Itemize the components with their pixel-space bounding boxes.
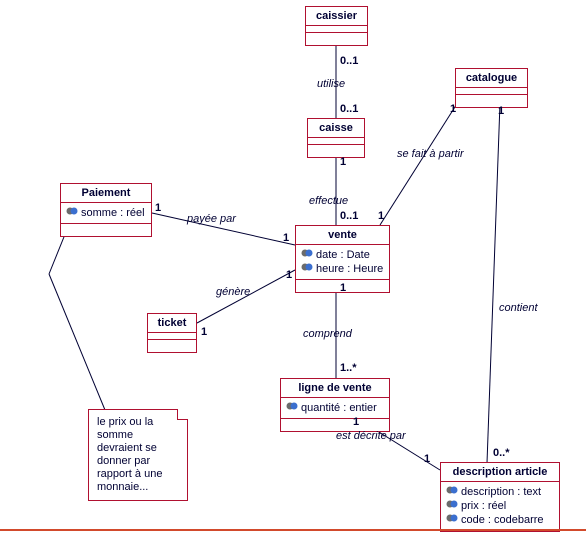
- label-effectue: effectue: [309, 195, 348, 207]
- mult-est-decrite-b: 1: [424, 453, 430, 465]
- class-ticket: ticket: [147, 313, 197, 353]
- label-payee-par: payée par: [187, 213, 236, 225]
- mult-utilise-a: 0..1: [340, 55, 358, 67]
- note-fold-icon: [177, 409, 188, 420]
- attr-somme-text: somme : réel: [81, 206, 145, 220]
- class-catalogue: catalogue: [455, 68, 528, 108]
- attr-icon: [301, 262, 313, 276]
- label-se-fait: se fait à partir: [397, 148, 464, 160]
- label-comprend: comprend: [303, 328, 352, 340]
- class-caissier-attrs: [306, 33, 367, 45]
- mult-comprend-b: 1..*: [340, 362, 357, 374]
- class-description-article-attrs: description : text prix : réel code : co…: [441, 482, 559, 531]
- mult-payee-b: 1: [283, 232, 289, 244]
- class-paiement-name: Paiement: [61, 184, 151, 203]
- attr-somme: somme : réel: [66, 206, 146, 220]
- attr-icon: [446, 499, 458, 513]
- class-caissier-middle: [306, 26, 367, 33]
- attr-code-text: code : codebarre: [461, 513, 544, 527]
- class-description-article: description article description : text p…: [440, 462, 560, 532]
- attr-icon: [301, 248, 313, 262]
- note-text: le prix ou la somme devraient se donner …: [97, 416, 162, 493]
- attr-heure-text: heure : Heure: [316, 262, 383, 276]
- mult-genere-a: 1: [201, 326, 207, 338]
- class-ligne-de-vente: ligne de vente quantité : entier: [280, 378, 390, 432]
- class-vente-name: vente: [296, 226, 389, 245]
- attr-code: code : codebarre: [446, 513, 554, 527]
- class-caisse-attrs: [308, 145, 364, 157]
- class-ligne-de-vente-name: ligne de vente: [281, 379, 389, 398]
- class-catalogue-middle: [456, 88, 527, 95]
- attr-description: description : text: [446, 485, 554, 499]
- class-caisse-middle: [308, 138, 364, 145]
- class-ticket-name: ticket: [148, 314, 196, 333]
- attr-prix-text: prix : réel: [461, 499, 506, 513]
- mult-contient-b: 0..*: [493, 447, 510, 459]
- attr-quantite: quantité : entier: [286, 401, 384, 415]
- note-box: le prix ou la somme devraient se donner …: [88, 409, 188, 501]
- class-caisse: caisse: [307, 118, 365, 158]
- mult-contient-a: 1: [498, 105, 504, 117]
- mult-utilise-b: 0..1: [340, 103, 358, 115]
- class-description-article-name: description article: [441, 463, 559, 482]
- class-catalogue-name: catalogue: [456, 69, 527, 88]
- attr-date-text: date : Date: [316, 248, 370, 262]
- attr-icon: [286, 401, 298, 415]
- class-vente-attrs: date : Date heure : Heure: [296, 245, 389, 280]
- attr-icon: [446, 485, 458, 499]
- attr-date: date : Date: [301, 248, 384, 262]
- class-ticket-middle: [148, 333, 196, 340]
- class-paiement-attrs: somme : réel: [61, 203, 151, 224]
- mult-se-fait-b: 1: [378, 210, 384, 222]
- class-paiement-ops: [61, 224, 151, 236]
- bottom-rule: [0, 529, 586, 531]
- class-caisse-name: caisse: [308, 119, 364, 138]
- class-ligne-de-vente-attrs: quantité : entier: [281, 398, 389, 419]
- attr-icon: [446, 513, 458, 527]
- class-caissier: caissier: [305, 6, 368, 46]
- mult-comprend-a: 1: [340, 282, 346, 294]
- class-caissier-name: caissier: [306, 7, 367, 26]
- mult-genere-b: 1: [286, 269, 292, 281]
- label-contient: contient: [499, 302, 538, 314]
- mult-effectue-b: 0..1: [340, 210, 358, 222]
- attr-icon: [66, 206, 78, 220]
- mult-payee-a: 1: [155, 202, 161, 214]
- class-catalogue-attrs: [456, 95, 527, 107]
- mult-effectue-a: 1: [340, 156, 346, 168]
- label-utilise: utilise: [317, 78, 345, 90]
- label-est-decrite: est décrite par: [336, 430, 406, 442]
- label-genere: génère: [216, 286, 250, 298]
- mult-est-decrite-a: 1: [353, 416, 359, 428]
- attr-heure: heure : Heure: [301, 262, 384, 276]
- class-paiement: Paiement somme : réel: [60, 183, 152, 237]
- attr-quantite-text: quantité : entier: [301, 401, 377, 415]
- class-ticket-attrs: [148, 340, 196, 352]
- mult-se-fait-a: 1: [450, 103, 456, 115]
- attr-description-text: description : text: [461, 485, 541, 499]
- attr-prix: prix : réel: [446, 499, 554, 513]
